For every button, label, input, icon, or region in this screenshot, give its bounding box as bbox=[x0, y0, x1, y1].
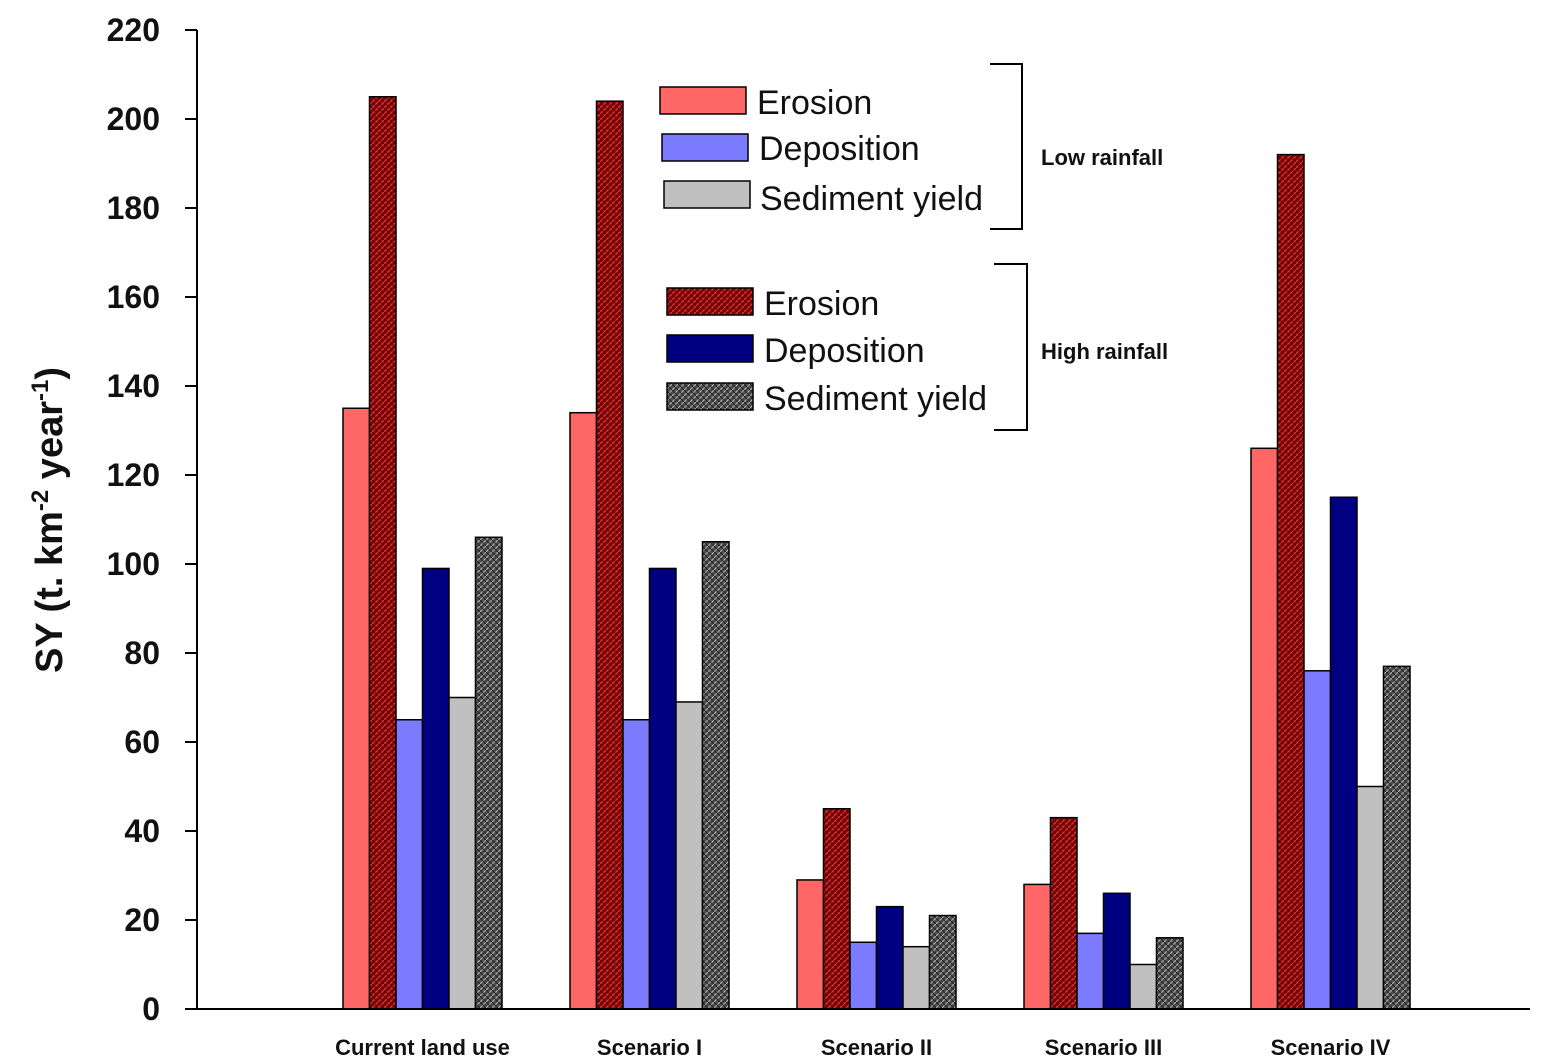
bar-erosion-low-rainfall bbox=[1250, 447, 1279, 1010]
y-axis-title-sup2: -1 bbox=[27, 380, 54, 401]
bar-sediment-yield-low-rainfall bbox=[1129, 963, 1158, 1010]
bar-deposition-low-rainfall bbox=[395, 719, 424, 1010]
x-tick-labels: Current land use Scenario I Scenario II Sce… bbox=[335, 1035, 1391, 1060]
bar-sediment-yield-low-rainfall bbox=[448, 696, 477, 1010]
legend-swatch-low-sediment bbox=[663, 180, 751, 209]
y-tick-label: 20 bbox=[124, 902, 160, 938]
bar-sediment-yield-high-rainfall bbox=[1382, 665, 1411, 1010]
legend-bracket-low bbox=[990, 63, 1023, 230]
legend-swatch-high-erosion bbox=[666, 287, 754, 316]
legend-low-rainfall: Erosion Deposition Sediment yield Low ra… bbox=[659, 63, 1163, 230]
y-axis-title-end: ) bbox=[29, 367, 71, 380]
bar-sediment-yield-high-rainfall bbox=[474, 536, 503, 1010]
legend-label-high-deposition: Deposition bbox=[764, 332, 925, 370]
y-axis-title-main: SY (t. km bbox=[29, 511, 71, 673]
bar-erosion-high-rainfall bbox=[368, 96, 397, 1010]
bar-sediment-yield-low-rainfall bbox=[675, 701, 704, 1010]
legend-label-low-sediment: Sediment yield bbox=[760, 180, 983, 218]
bar-sediment-yield-low-rainfall bbox=[1356, 785, 1385, 1010]
y-axis-title-mid: year bbox=[29, 401, 71, 490]
bar-deposition-high-rainfall bbox=[875, 905, 904, 1010]
bar-erosion-high-rainfall bbox=[1276, 153, 1305, 1010]
y-tick-label: 100 bbox=[107, 546, 160, 582]
legend-label-low-erosion: Erosion bbox=[757, 84, 872, 122]
legend-bracket-high bbox=[994, 263, 1028, 431]
y-tick-label: 40 bbox=[124, 813, 160, 849]
bar-deposition-low-rainfall bbox=[1303, 670, 1332, 1010]
y-tick-label: 160 bbox=[107, 279, 160, 315]
bar-erosion-high-rainfall bbox=[595, 100, 624, 1010]
x-tick-label: Scenario II bbox=[821, 1035, 932, 1060]
x-tick-label: Scenario IV bbox=[1271, 1035, 1391, 1060]
legend-swatch-high-sediment bbox=[666, 382, 754, 411]
bar-deposition-high-rainfall bbox=[1102, 892, 1131, 1010]
bar-deposition-high-rainfall bbox=[648, 567, 677, 1010]
bar-deposition-high-rainfall bbox=[1329, 496, 1358, 1010]
legend-swatch-low-deposition bbox=[661, 133, 749, 162]
bar-deposition-low-rainfall bbox=[849, 941, 878, 1010]
bar-sediment-yield-high-rainfall bbox=[928, 914, 957, 1010]
bar-deposition-high-rainfall bbox=[421, 567, 450, 1010]
y-tick-label: 60 bbox=[124, 724, 160, 760]
x-tick-label: Scenario III bbox=[1045, 1035, 1162, 1060]
legend-group-high-rainfall: High rainfall bbox=[1041, 339, 1168, 364]
bar-erosion-high-rainfall bbox=[822, 808, 851, 1010]
bar-deposition-low-rainfall bbox=[1076, 932, 1105, 1010]
y-tick-label: 180 bbox=[107, 190, 160, 226]
legend-high-rainfall: Erosion Deposition Sediment yield High r… bbox=[666, 263, 1168, 431]
bars-layer bbox=[342, 96, 1411, 1010]
legend-label-high-sediment: Sediment yield bbox=[764, 380, 987, 418]
x-tick-label: Current land use bbox=[335, 1035, 510, 1060]
legend-group-low-rainfall: Low rainfall bbox=[1041, 145, 1163, 170]
y-tick-label: 120 bbox=[107, 457, 160, 493]
bar-erosion-high-rainfall bbox=[1049, 816, 1078, 1010]
y-tick-label: 0 bbox=[142, 991, 160, 1027]
bar-sediment-yield-high-rainfall bbox=[1155, 937, 1184, 1010]
y-tick-label: 220 bbox=[107, 12, 160, 48]
legend-label-low-deposition: Deposition bbox=[759, 130, 920, 168]
x-tick-label: Scenario I bbox=[597, 1035, 702, 1060]
bar-sediment-yield-high-rainfall bbox=[701, 541, 730, 1010]
legend-swatch-low-erosion bbox=[659, 86, 747, 115]
bar-erosion-low-rainfall bbox=[569, 411, 598, 1010]
bar-deposition-low-rainfall bbox=[622, 719, 651, 1010]
y-tick-label: 200 bbox=[107, 101, 160, 137]
y-axis-title-sup1: -2 bbox=[27, 490, 54, 511]
bar-erosion-low-rainfall bbox=[342, 407, 371, 1010]
legend-swatch-high-deposition bbox=[666, 334, 754, 363]
y-tick-label: 140 bbox=[107, 368, 160, 404]
legend-label-high-erosion: Erosion bbox=[764, 285, 879, 323]
bar-erosion-low-rainfall bbox=[1023, 883, 1052, 1010]
y-ticks: 0 20 40 60 80 100 120 140 160 180 200 220 bbox=[107, 12, 197, 1027]
bar-sediment-yield-low-rainfall bbox=[902, 945, 931, 1010]
bar-erosion-low-rainfall bbox=[796, 879, 825, 1010]
y-tick-label: 80 bbox=[124, 635, 160, 671]
y-axis-title: SY (t. km-2 year-1) bbox=[27, 367, 71, 673]
